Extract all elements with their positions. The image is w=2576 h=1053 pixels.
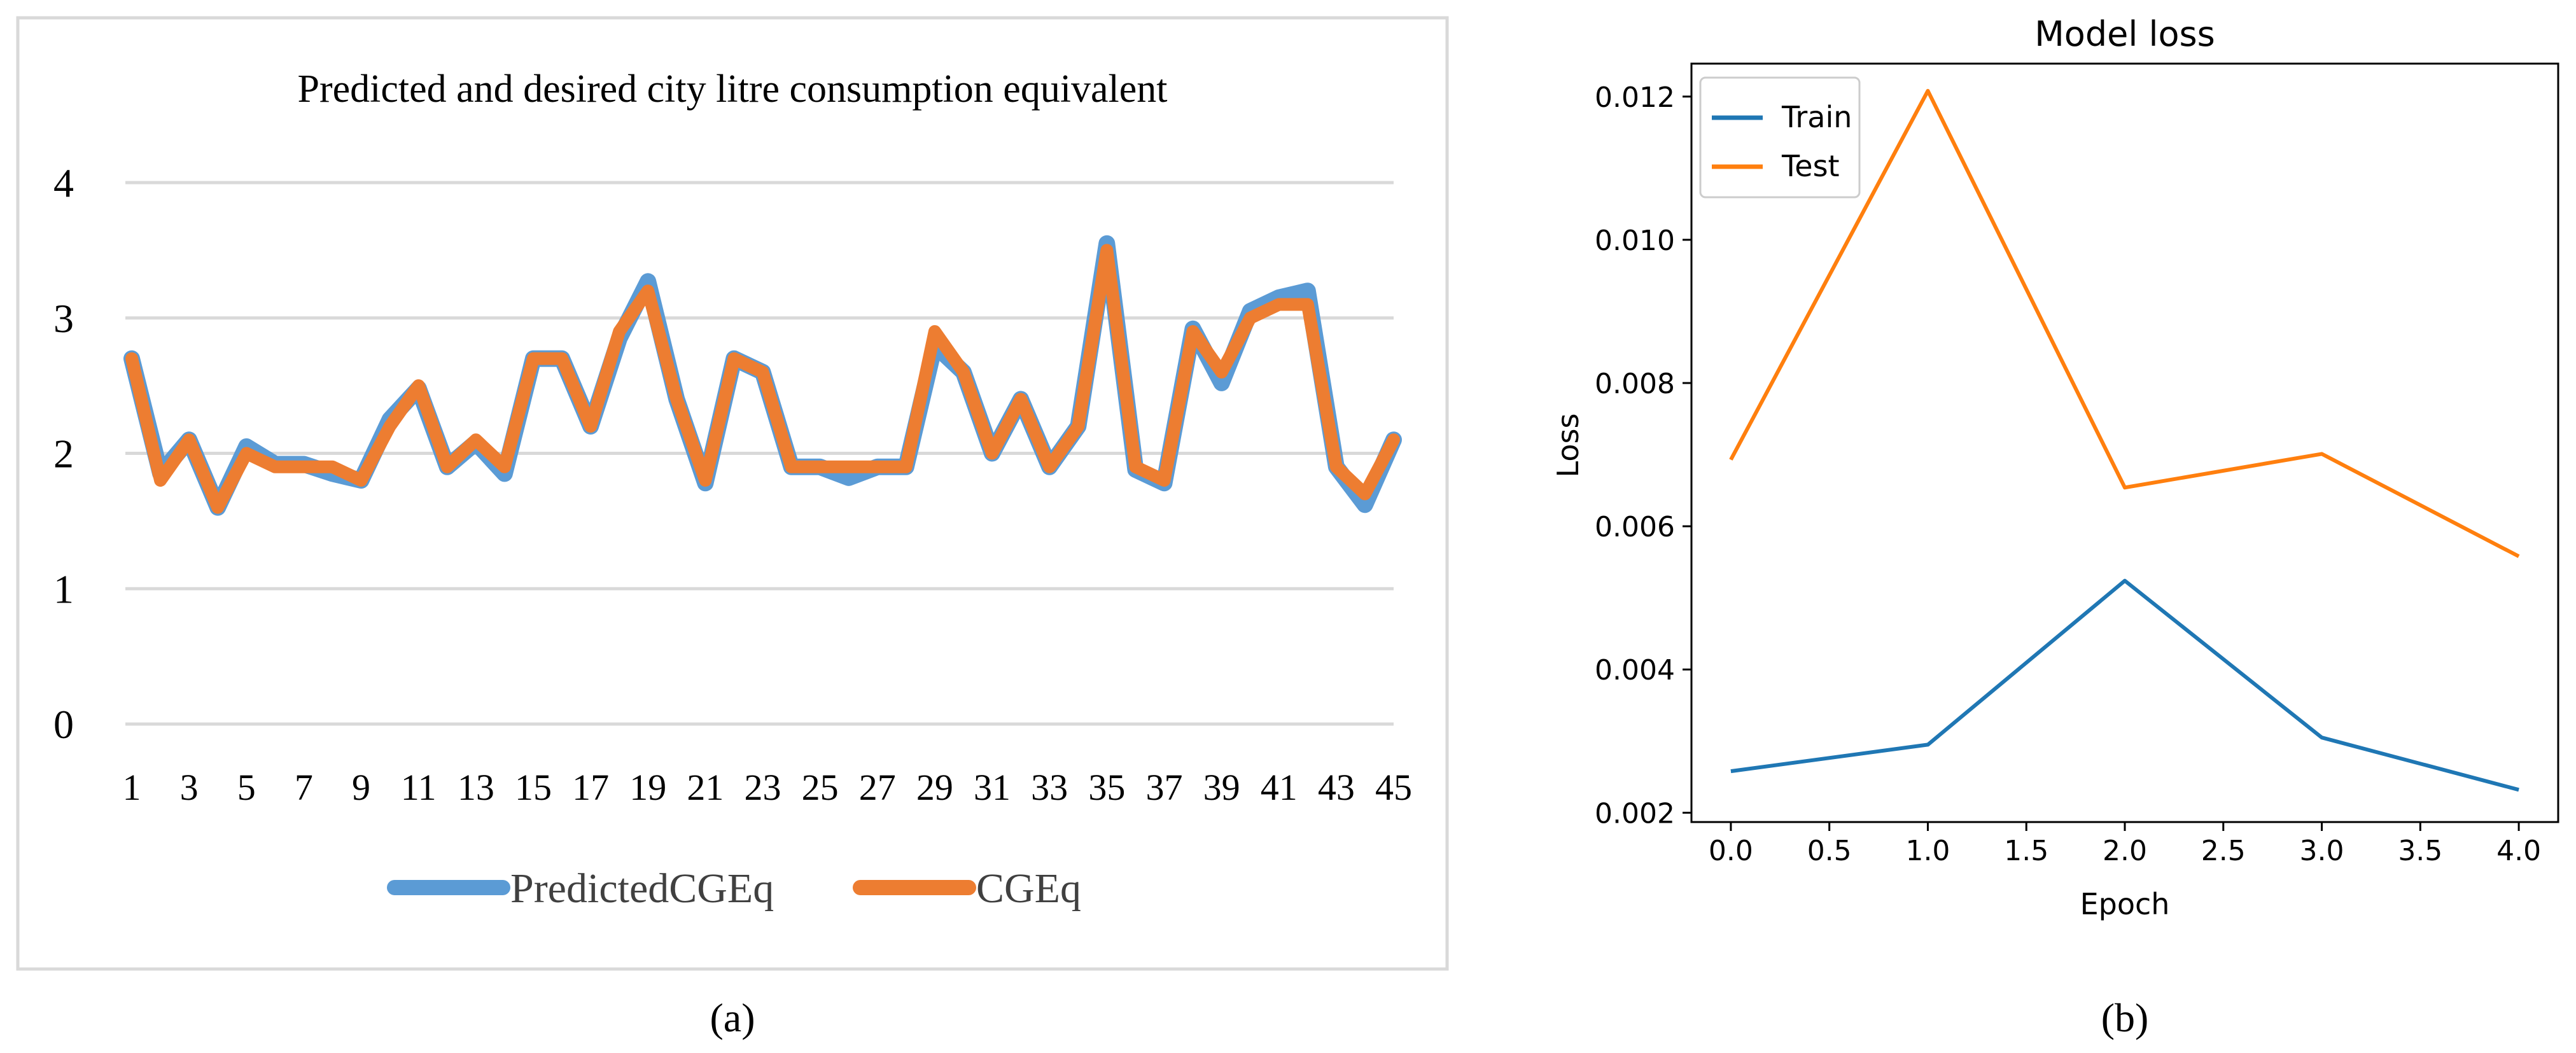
x-tick-label: 37 — [1145, 767, 1182, 808]
y-tick-label: 0.004 — [1595, 654, 1675, 687]
x-tick-label: 0.0 — [1709, 835, 1753, 867]
series-line-train — [1730, 578, 2519, 792]
x-tick-label: 39 — [1203, 767, 1240, 808]
series-line-test — [1729, 88, 2520, 559]
y-tick-label: 2 — [53, 431, 74, 477]
y-tick-label: 0.002 — [1595, 797, 1675, 830]
chart-a-gridlines — [125, 181, 1394, 726]
x-tick-label: 35 — [1088, 767, 1125, 808]
x-tick-label: 41 — [1261, 767, 1298, 808]
chart-b-title: Model loss — [2034, 14, 2215, 54]
y-tick-label: 0.008 — [1595, 368, 1675, 400]
y-tick-label: 0.006 — [1595, 511, 1675, 543]
x-tick-label: 5 — [237, 767, 256, 808]
series-line-cgeq — [125, 244, 1400, 514]
chart-a-x-tick-labels: 1 3 5 7 9 11 13 15 17 19 21 23 25 27 29 31 33 35 37 39 41 43 4… — [123, 767, 1413, 808]
x-tick-label: 2.0 — [2103, 835, 2147, 867]
chart-b-legend: Train Test — [1699, 76, 1861, 199]
chart-a-title: Predicted and desired city litre consump… — [297, 67, 1167, 111]
x-tick-label: 11 — [401, 767, 437, 808]
legend-label-cgeq: CGEq — [976, 865, 1081, 912]
x-tick-label: 1.0 — [1905, 835, 1950, 867]
x-tick-label: 25 — [802, 767, 839, 808]
y-tick-label: 0 — [53, 702, 74, 747]
chart-b-y-ticks: 0.002 0.004 0.006 0.008 0.010 0.012 — [1595, 81, 1691, 830]
x-tick-label: 17 — [572, 767, 609, 808]
x-tick-label: 2.5 — [2201, 835, 2246, 867]
x-tick-label: 21 — [687, 767, 724, 808]
chart-b-xlabel: Epoch — [2080, 887, 2170, 921]
chart-b-ylabel: Loss — [1551, 414, 1585, 478]
x-tick-label: 3 — [180, 767, 199, 808]
x-tick-label: 15 — [515, 767, 552, 808]
y-tick-label: 0.012 — [1595, 81, 1675, 114]
x-tick-label: 9 — [352, 767, 370, 808]
chart-a-y-tick-labels: 0 1 2 3 4 — [53, 160, 74, 747]
x-tick-label: 27 — [859, 767, 896, 808]
chart-b-series — [1729, 88, 2520, 792]
x-tick-label: 13 — [458, 767, 494, 808]
chart-b-x-ticks: 0.0 0.5 1.0 1.5 2.0 2.5 3.0 3.5 4.0 — [1709, 822, 2541, 867]
x-tick-label: 19 — [629, 767, 666, 808]
x-tick-label: 7 — [295, 767, 313, 808]
y-tick-label: 4 — [53, 160, 74, 206]
x-tick-label: 4.0 — [2496, 835, 2541, 867]
x-tick-label: 23 — [745, 767, 781, 808]
y-tick-label: 1 — [53, 566, 74, 611]
y-tick-label: 3 — [53, 296, 74, 341]
chart-a-legend: PredictedCGEq CGEq — [387, 865, 1081, 912]
x-tick-label: 1 — [123, 767, 141, 808]
x-tick-label: 3.0 — [2300, 835, 2344, 867]
chart-a: Predicted and desired city litre consump… — [16, 16, 1449, 1040]
caption-b: (b) — [2101, 995, 2149, 1040]
x-tick-label: 33 — [1031, 767, 1068, 808]
chart-a-series — [123, 235, 1402, 516]
x-tick-label: 3.5 — [2398, 835, 2442, 867]
legend-label-predictedcgeq: PredictedCGEq — [510, 865, 774, 912]
chart-a-frame — [16, 16, 1449, 971]
chart-b: Model loss 0.0020.0040.0060.0080.0100.01… — [1551, 14, 2559, 1040]
legend-label-train: Train — [1781, 100, 1852, 134]
y-tick-label: 0.010 — [1595, 225, 1675, 257]
caption-a: (a) — [710, 995, 755, 1040]
x-tick-label: 45 — [1375, 767, 1412, 808]
x-tick-label: 29 — [916, 767, 953, 808]
legend-label-test: Test — [1781, 149, 1840, 183]
x-tick-label: 43 — [1318, 767, 1355, 808]
x-tick-label: 0.5 — [1807, 835, 1852, 867]
x-tick-label: 31 — [974, 767, 1011, 808]
x-tick-label: 1.5 — [2004, 835, 2048, 867]
